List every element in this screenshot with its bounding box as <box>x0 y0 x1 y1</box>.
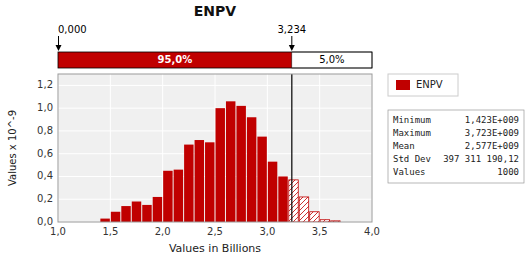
plot-frame <box>58 74 372 222</box>
stats-name: Std Dev <box>393 154 431 164</box>
bar <box>163 171 172 222</box>
bar <box>257 137 266 222</box>
y-tick-label: 1,2 <box>37 79 53 90</box>
share-band-right <box>292 52 372 68</box>
bar <box>132 202 141 222</box>
grid <box>58 74 372 222</box>
x-tick-label: 2,0 <box>155 226 171 237</box>
bar <box>100 219 109 222</box>
stats-value: 2,577E+009 <box>465 141 519 151</box>
y-tick-label: 0,8 <box>37 125 53 136</box>
y-tick-label: 0,2 <box>37 193 53 204</box>
bar <box>236 106 245 222</box>
stats-name: Minimum <box>393 115 431 125</box>
share-band-border <box>58 52 372 68</box>
share-right-label: 5,0% <box>319 54 344 65</box>
left-marker-head <box>56 45 62 51</box>
bar <box>142 205 151 222</box>
grid-line-x <box>162 74 163 222</box>
stats-name: Maximum <box>393 128 431 138</box>
y-tick-label: 0,0 <box>37 216 53 227</box>
x-tick-label: 1,0 <box>50 226 66 237</box>
bar <box>174 170 183 222</box>
stats-value: 3,723E+009 <box>465 128 519 138</box>
y-tick-label: 0,4 <box>37 170 53 181</box>
bar <box>195 140 204 222</box>
x-tick-label: 2,5 <box>207 226 223 237</box>
x-tick-label: 3,5 <box>312 226 328 237</box>
stats-value: 1,423E+009 <box>465 115 519 125</box>
x-tick-label: 3,0 <box>259 226 275 237</box>
share-left-label: 95,0% <box>158 54 193 65</box>
y-tick-label: 0,6 <box>37 148 53 159</box>
x-axis-label: Values in Billions <box>169 242 261 255</box>
grid-line-x <box>319 74 320 222</box>
legend-label: ENPV <box>416 79 443 90</box>
bar <box>153 197 162 222</box>
bar <box>121 206 130 222</box>
grid-line-x <box>110 74 111 222</box>
stats-value: 1000 <box>497 167 519 177</box>
grid-line-x <box>215 74 216 222</box>
bar-hatched <box>289 180 298 222</box>
title: ENPV <box>194 3 237 19</box>
grid-line-x <box>267 74 268 222</box>
legend-box <box>388 74 458 96</box>
bar <box>247 117 256 222</box>
y-tick-label: 1,0 <box>37 102 53 113</box>
y-axis-label: Values x 10^-9 <box>7 110 18 186</box>
plot-background <box>58 74 372 222</box>
bar <box>268 162 277 222</box>
bar-hatched <box>299 197 308 222</box>
legend-swatch <box>396 80 410 90</box>
chart: 1,0 1,5 2,0 2,5 3,0 3,5 4,0 0,0 0,2 0,4 0,6 0,8 1,0 1… <box>0 0 530 270</box>
bar <box>184 145 193 222</box>
left-marker-label: 0,000 <box>58 24 87 35</box>
stats-box <box>388 110 524 183</box>
x-tick-label: 1,5 <box>102 226 118 237</box>
bar-hatched <box>310 212 319 222</box>
bar <box>205 142 214 222</box>
x-tick-label: 4,0 <box>364 226 380 237</box>
bar <box>278 176 287 222</box>
share-band-left <box>58 52 292 68</box>
bar <box>216 108 225 222</box>
stats-name: Values <box>393 167 426 177</box>
stats-name: Mean <box>393 141 415 151</box>
bar <box>111 212 120 222</box>
threshold-line <box>291 74 292 222</box>
bar <box>226 101 235 222</box>
threshold-marker-head <box>289 45 295 51</box>
stats-value: 397 311 190,12 <box>443 154 519 164</box>
bars <box>100 101 340 222</box>
threshold-label: 3,234 <box>278 24 307 35</box>
